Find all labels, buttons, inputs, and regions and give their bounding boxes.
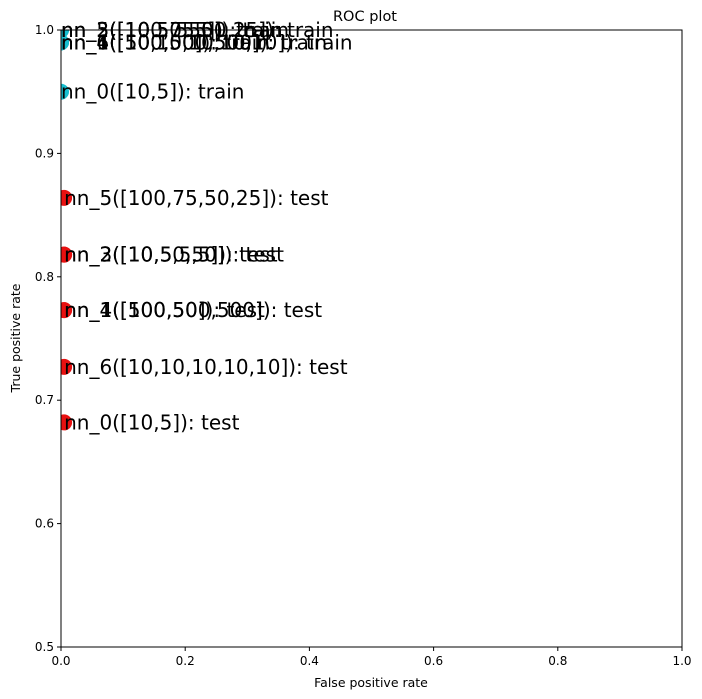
y-tick-label: 0.8: [35, 270, 54, 284]
test-point-label: nn_6([10,10,10,10,10]): test: [64, 355, 348, 379]
test-point: [61, 302, 73, 319]
y-tick-label: 0.5: [35, 640, 54, 654]
axis-ticks: 0.0 0.2 0.4 0.6 0.8 1.0 0.5 0.6 0.7 0.8 0.9 1.0: [35, 23, 692, 668]
x-tick-label: 0.8: [548, 654, 567, 668]
test-point: [61, 246, 73, 263]
train-point: [61, 34, 69, 51]
test-point-label: nn_2([10,50,50]): test: [64, 243, 284, 267]
train-point-label: nn_4([500,500,500]): train: [61, 30, 327, 54]
test-point-label: nn_5([100,75,50,25]): test: [64, 186, 329, 210]
train-point-label: nn_1([100,50]): train: [61, 30, 270, 54]
train-point-label: nn_0([10,5]): train: [61, 80, 244, 104]
x-tick-label: 0.2: [176, 654, 195, 668]
train-point-label: nn_6([10,10,10,10,10]): train: [61, 30, 353, 54]
x-tick-label: 1.0: [672, 654, 691, 668]
train-point: [61, 83, 69, 100]
x-tick-label: 0.4: [300, 654, 319, 668]
x-axis-label: False positive rate: [314, 675, 428, 690]
test-point: [61, 358, 73, 375]
y-tick-label: 0.7: [35, 393, 54, 407]
test-point-label: nn_1([100,50]): test: [64, 298, 265, 322]
test-point-label: nn_3([10,5,5,5]): test: [64, 243, 278, 267]
plot-frame: [60, 29, 683, 648]
chart-title: ROC plot: [333, 9, 397, 25]
y-axis-label: True positive rate: [8, 283, 23, 393]
y-tick-label: 0.6: [35, 517, 54, 531]
y-tick-label: 1.0: [35, 23, 54, 37]
test-point-label: nn_0([10,5]): test: [64, 410, 239, 434]
plot-background: [61, 30, 682, 647]
test-point-label: nn_4([500,500,500]): test: [64, 298, 322, 322]
point-group: [61, 30, 73, 431]
test-point: [61, 414, 73, 431]
x-tick-label: 0.0: [51, 654, 70, 668]
test-point: [61, 189, 73, 206]
y-tick-label: 0.9: [35, 146, 54, 160]
x-tick-label: 0.6: [424, 654, 443, 668]
